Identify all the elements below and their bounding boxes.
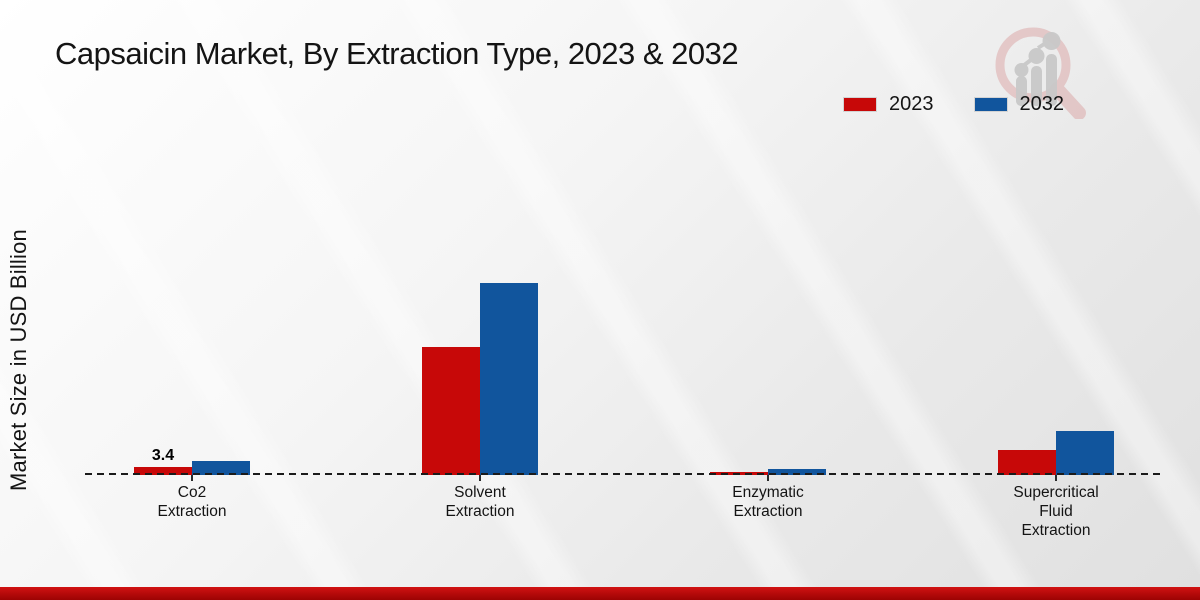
x-tick-label-supercritical-fluid-extraction: Supercritical Fluid Extraction <box>1013 484 1099 539</box>
x-tick-label-co2-extraction: Co2 Extraction <box>157 484 227 520</box>
bar-2032-supercritical-fluid-extraction <box>1056 431 1114 475</box>
bottom-red-banner <box>0 587 1200 600</box>
legend-item-2023: 2023 <box>843 93 934 116</box>
x-axis-baseline <box>85 473 1165 475</box>
bar-2023-solvent-extraction <box>422 347 480 475</box>
legend: 2023 2032 <box>843 93 1064 116</box>
x-tick-label-solvent-extraction: Solvent Extraction <box>445 484 515 520</box>
legend-swatch-2023 <box>843 97 877 112</box>
legend-label-2023: 2023 <box>889 93 934 115</box>
legend-swatch-2032 <box>973 97 1008 112</box>
bar-value-label: 3.4 <box>151 447 175 464</box>
bar-2023-co2-extraction <box>134 467 192 475</box>
chart-title: Capsaicin Market, By Extraction Type, 20… <box>55 36 739 71</box>
x-axis-tick-solvent-extraction <box>479 475 481 481</box>
bar-2032-co2-extraction <box>192 461 250 475</box>
x-axis-tick-enzymatic-extraction <box>767 475 769 481</box>
x-axis-tick-co2-extraction <box>191 475 193 481</box>
bar-2032-solvent-extraction <box>480 283 538 475</box>
magnifier-growth-logo-icon <box>995 27 1086 119</box>
x-axis-tick-supercritical-fluid-extraction <box>1055 475 1057 481</box>
legend-label-2032: 2032 <box>1019 93 1065 115</box>
bar-2023-supercritical-fluid-extraction <box>998 450 1056 475</box>
bar-2032-enzymatic-extraction <box>768 469 826 475</box>
x-tick-label-enzymatic-extraction: Enzymatic Extraction <box>732 484 804 520</box>
legend-item-2032: 2032 <box>973 93 1065 116</box>
